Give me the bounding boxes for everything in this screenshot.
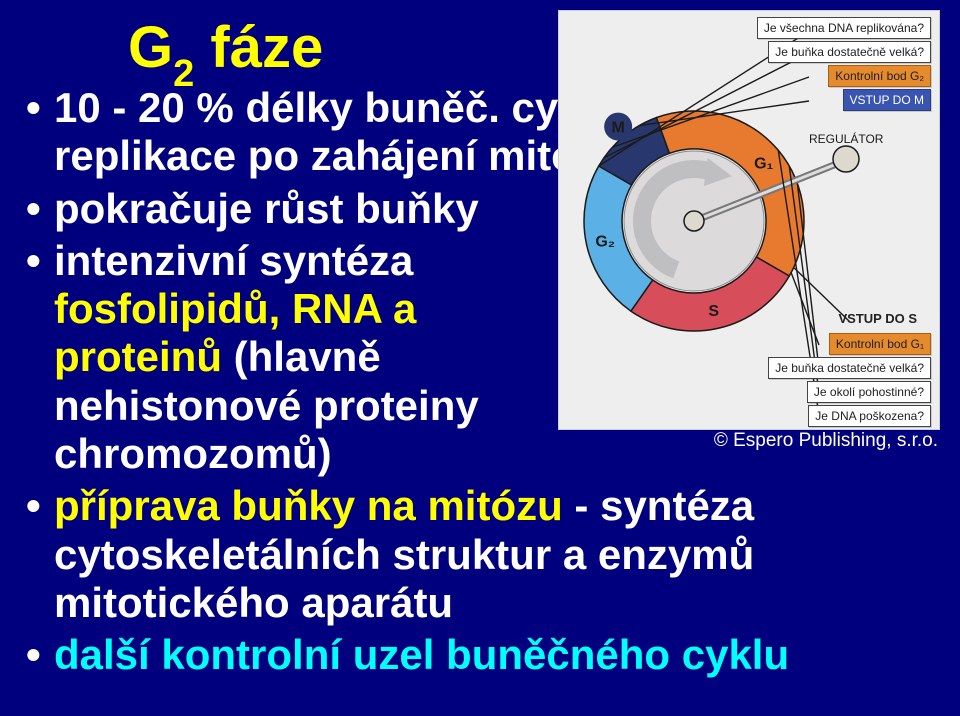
svg-text:M: M (611, 120, 624, 137)
bullet-text: 10 - 20 % délky buněč. cyklu (54, 84, 619, 131)
image-credit: © Espero Publishing, s.r.o. (714, 430, 938, 452)
slide: G2 fáze 10 - 20 % délky buněč. cyklu - o… (0, 0, 960, 716)
question-label: Je buňka dostatečně velká? (768, 41, 931, 63)
cell-cycle-diagram: REGULÁTOR G₁ S G₂ M Je všechna DNA replikov… (558, 10, 940, 430)
question-label: Je okolí pohostinné? (807, 381, 931, 403)
question-label: Je všechna DNA replikována? (757, 17, 931, 39)
question-label: Je DNA poškozena? (808, 405, 931, 427)
list-item: další kontrolní uzel buněčného cyklu (20, 631, 940, 679)
bullet-emphasis: další kontrolní uzel buněčného cyklu (54, 631, 789, 678)
vstup-s-label: VSTUP DO S (838, 311, 917, 326)
svg-text:S: S (708, 303, 719, 320)
svg-text:REGULÁTOR: REGULÁTOR (809, 131, 884, 146)
bullet-text: intenzivní syntéza (54, 237, 413, 284)
question-label: Je buňka dostatečně velká? (768, 357, 931, 379)
list-item: příprava buňky na mitózu - syntéza cytos… (20, 482, 940, 627)
bullet-text: pokračuje růst buňky (54, 185, 479, 232)
list-item: intenzivní syntéza fosfolipidů, RNA a pr… (20, 237, 594, 478)
slide-title: G2 fáze (128, 14, 323, 90)
vstup-m-label: VSTUP DO M (843, 89, 931, 111)
bullet-emphasis: příprava buňky na mitózu (54, 482, 563, 529)
checkpoint-g1-label: Kontrolní bod G₁ (829, 333, 931, 355)
svg-text:G₁: G₁ (754, 156, 773, 173)
checkpoint-g2-label: Kontrolní bod G₂ (828, 65, 931, 87)
svg-text:G₂: G₂ (595, 234, 615, 251)
